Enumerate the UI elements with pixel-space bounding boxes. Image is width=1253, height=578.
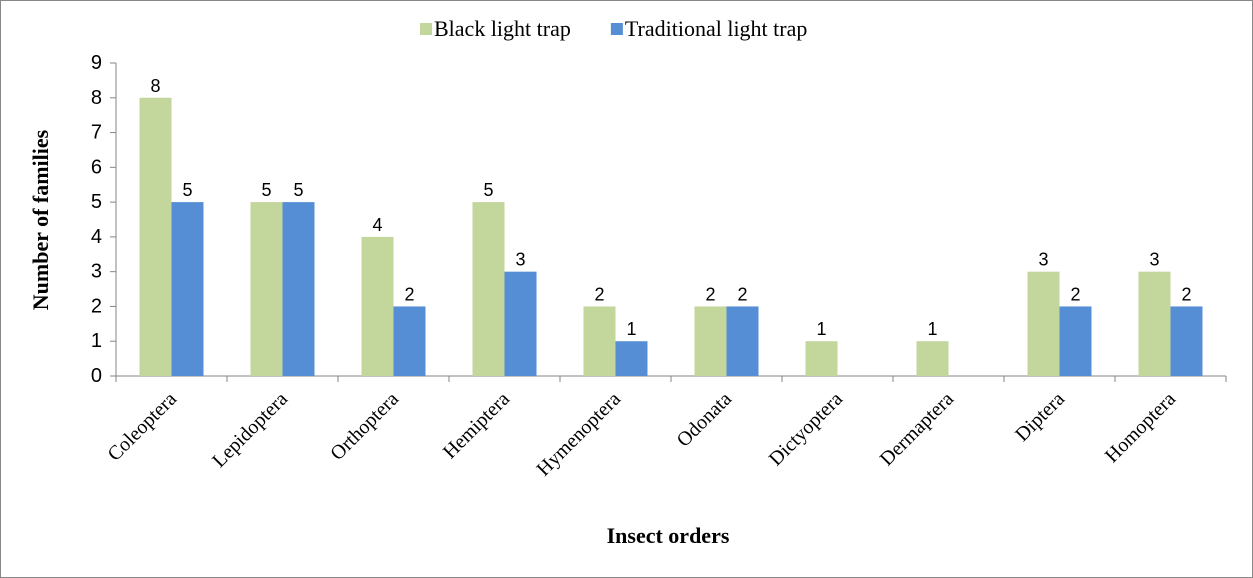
y-tick-label: 0 (91, 365, 102, 387)
bar (1138, 271, 1171, 376)
y-tick-label: 1 (91, 330, 102, 352)
data-label: 5 (293, 180, 303, 200)
bar (583, 306, 616, 376)
legend-label: Traditional light trap (625, 16, 808, 41)
bar (250, 202, 283, 376)
data-label: 2 (594, 284, 604, 304)
bar (1170, 306, 1203, 376)
data-label: 5 (182, 180, 192, 200)
data-label: 3 (515, 250, 525, 270)
legend-swatch (610, 23, 623, 35)
data-label: 2 (404, 284, 414, 304)
data-label: 2 (705, 284, 715, 304)
data-label: 3 (1038, 250, 1048, 270)
data-label: 5 (261, 180, 271, 200)
bar (726, 306, 759, 376)
bar (171, 202, 204, 376)
bar (1059, 306, 1092, 376)
data-label: 8 (150, 76, 160, 96)
y-tick-label: 5 (91, 191, 102, 213)
y-tick-label: 2 (91, 295, 102, 317)
data-label: 1 (626, 319, 636, 339)
data-label: 4 (372, 215, 382, 235)
data-label: 2 (737, 284, 747, 304)
bar (472, 202, 505, 376)
y-tick-label: 6 (91, 156, 102, 178)
bar (916, 341, 949, 376)
y-tick-label: 7 (91, 122, 102, 144)
bar (805, 341, 838, 376)
data-label: 1 (927, 319, 937, 339)
legend-swatch (420, 23, 432, 35)
y-axis-title: Number of families (28, 129, 53, 310)
data-label: 3 (1149, 250, 1159, 270)
legend-label: Black light trap (434, 16, 571, 41)
bar (1027, 271, 1060, 376)
bar (393, 306, 426, 376)
y-tick-label: 8 (91, 87, 102, 109)
bar (282, 202, 315, 376)
data-label: 2 (1070, 284, 1080, 304)
bar (139, 97, 172, 377)
y-tick-label: 9 (91, 52, 102, 74)
bar (694, 306, 727, 376)
bar (615, 341, 648, 376)
y-tick-label: 3 (91, 261, 102, 283)
data-label: 2 (1181, 284, 1191, 304)
bar (361, 236, 394, 376)
x-axis-title: Insect orders (607, 523, 730, 548)
bar (504, 271, 537, 376)
data-label: 5 (483, 180, 493, 200)
data-label: 1 (816, 319, 826, 339)
y-tick-label: 4 (91, 226, 102, 248)
